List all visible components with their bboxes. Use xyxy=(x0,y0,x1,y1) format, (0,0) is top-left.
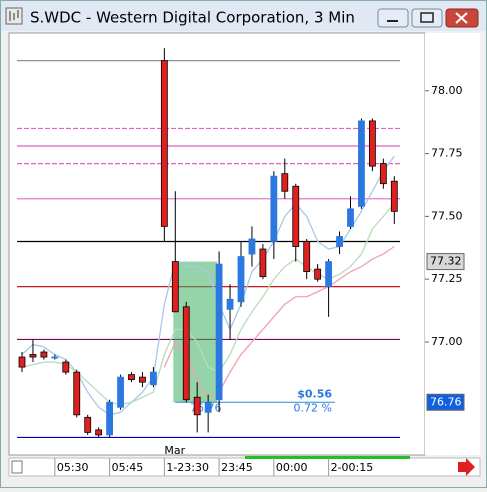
candle-body xyxy=(95,429,103,436)
candle-body xyxy=(248,238,256,255)
candle-body xyxy=(358,120,365,207)
position-gain: $0.56 xyxy=(297,387,332,400)
candle-body xyxy=(106,401,113,436)
x-tick-label: 1-23:30 xyxy=(166,461,209,474)
candle-body xyxy=(128,374,135,381)
price-label: 76.76 xyxy=(430,395,462,408)
maximize-button[interactable] xyxy=(411,8,443,28)
candle-body xyxy=(379,163,387,185)
candle-body xyxy=(325,261,333,288)
candle-body xyxy=(237,256,245,303)
moving-average xyxy=(163,245,395,399)
candle-body xyxy=(139,376,146,383)
y-tick-label: 78.00 xyxy=(431,84,463,97)
candle-body xyxy=(259,248,267,278)
candle-body xyxy=(117,376,124,408)
candle-body xyxy=(390,180,398,212)
price-label: 77.32 xyxy=(430,255,462,268)
x-tick-label: 05:30 xyxy=(57,461,89,474)
candle-body xyxy=(292,185,300,247)
price-axis xyxy=(425,33,480,455)
candle-body xyxy=(160,60,168,227)
time-axis xyxy=(8,457,481,477)
y-tick-label: 77.25 xyxy=(431,272,463,285)
y-tick-label: 77.75 xyxy=(431,147,463,160)
candle-body xyxy=(62,361,70,373)
candle-body xyxy=(270,175,278,242)
candle-body xyxy=(182,306,190,401)
candle-body xyxy=(204,401,212,413)
candle-body xyxy=(226,298,234,310)
date-label: Mar xyxy=(164,444,185,457)
candle-body xyxy=(51,356,59,359)
minimize-button[interactable] xyxy=(377,8,409,28)
price-label-box xyxy=(426,253,465,271)
candle-body xyxy=(336,236,343,247)
app-icon xyxy=(5,7,23,25)
y-tick-label: 77.50 xyxy=(431,209,463,222)
candle-body xyxy=(368,120,376,167)
window-title: S.WDC - Western Digital Corporation, 3 M… xyxy=(30,9,355,27)
x-tick-label: 05:45 xyxy=(112,461,144,474)
candle-body xyxy=(215,263,223,401)
candle-body xyxy=(29,354,37,358)
candle-body xyxy=(18,356,26,368)
position-box xyxy=(173,261,218,403)
candle-body xyxy=(171,261,179,313)
session-bar xyxy=(245,456,410,459)
close-button[interactable] xyxy=(445,8,479,28)
candle-body xyxy=(73,371,81,416)
candle-body xyxy=(281,173,289,192)
candle-body xyxy=(314,268,322,280)
candle-body xyxy=(84,416,92,433)
candle-body xyxy=(347,208,354,227)
candle-body xyxy=(193,396,201,416)
candle-body xyxy=(149,371,157,386)
candle-body xyxy=(303,241,311,273)
price-label-box xyxy=(426,393,465,411)
x-tick-label: 23:45 xyxy=(221,461,253,474)
moving-average xyxy=(21,155,395,416)
x-tick-label: 2-00:15 xyxy=(331,461,374,474)
y-tick-label: 77.00 xyxy=(431,335,463,348)
position-percent: 0.72 % xyxy=(294,401,332,414)
x-tick-label: 00:00 xyxy=(276,461,308,474)
scroll-arrow[interactable] xyxy=(458,458,475,476)
candle-body xyxy=(40,351,48,358)
moving-average xyxy=(21,203,395,406)
checkbox[interactable] xyxy=(11,460,23,474)
